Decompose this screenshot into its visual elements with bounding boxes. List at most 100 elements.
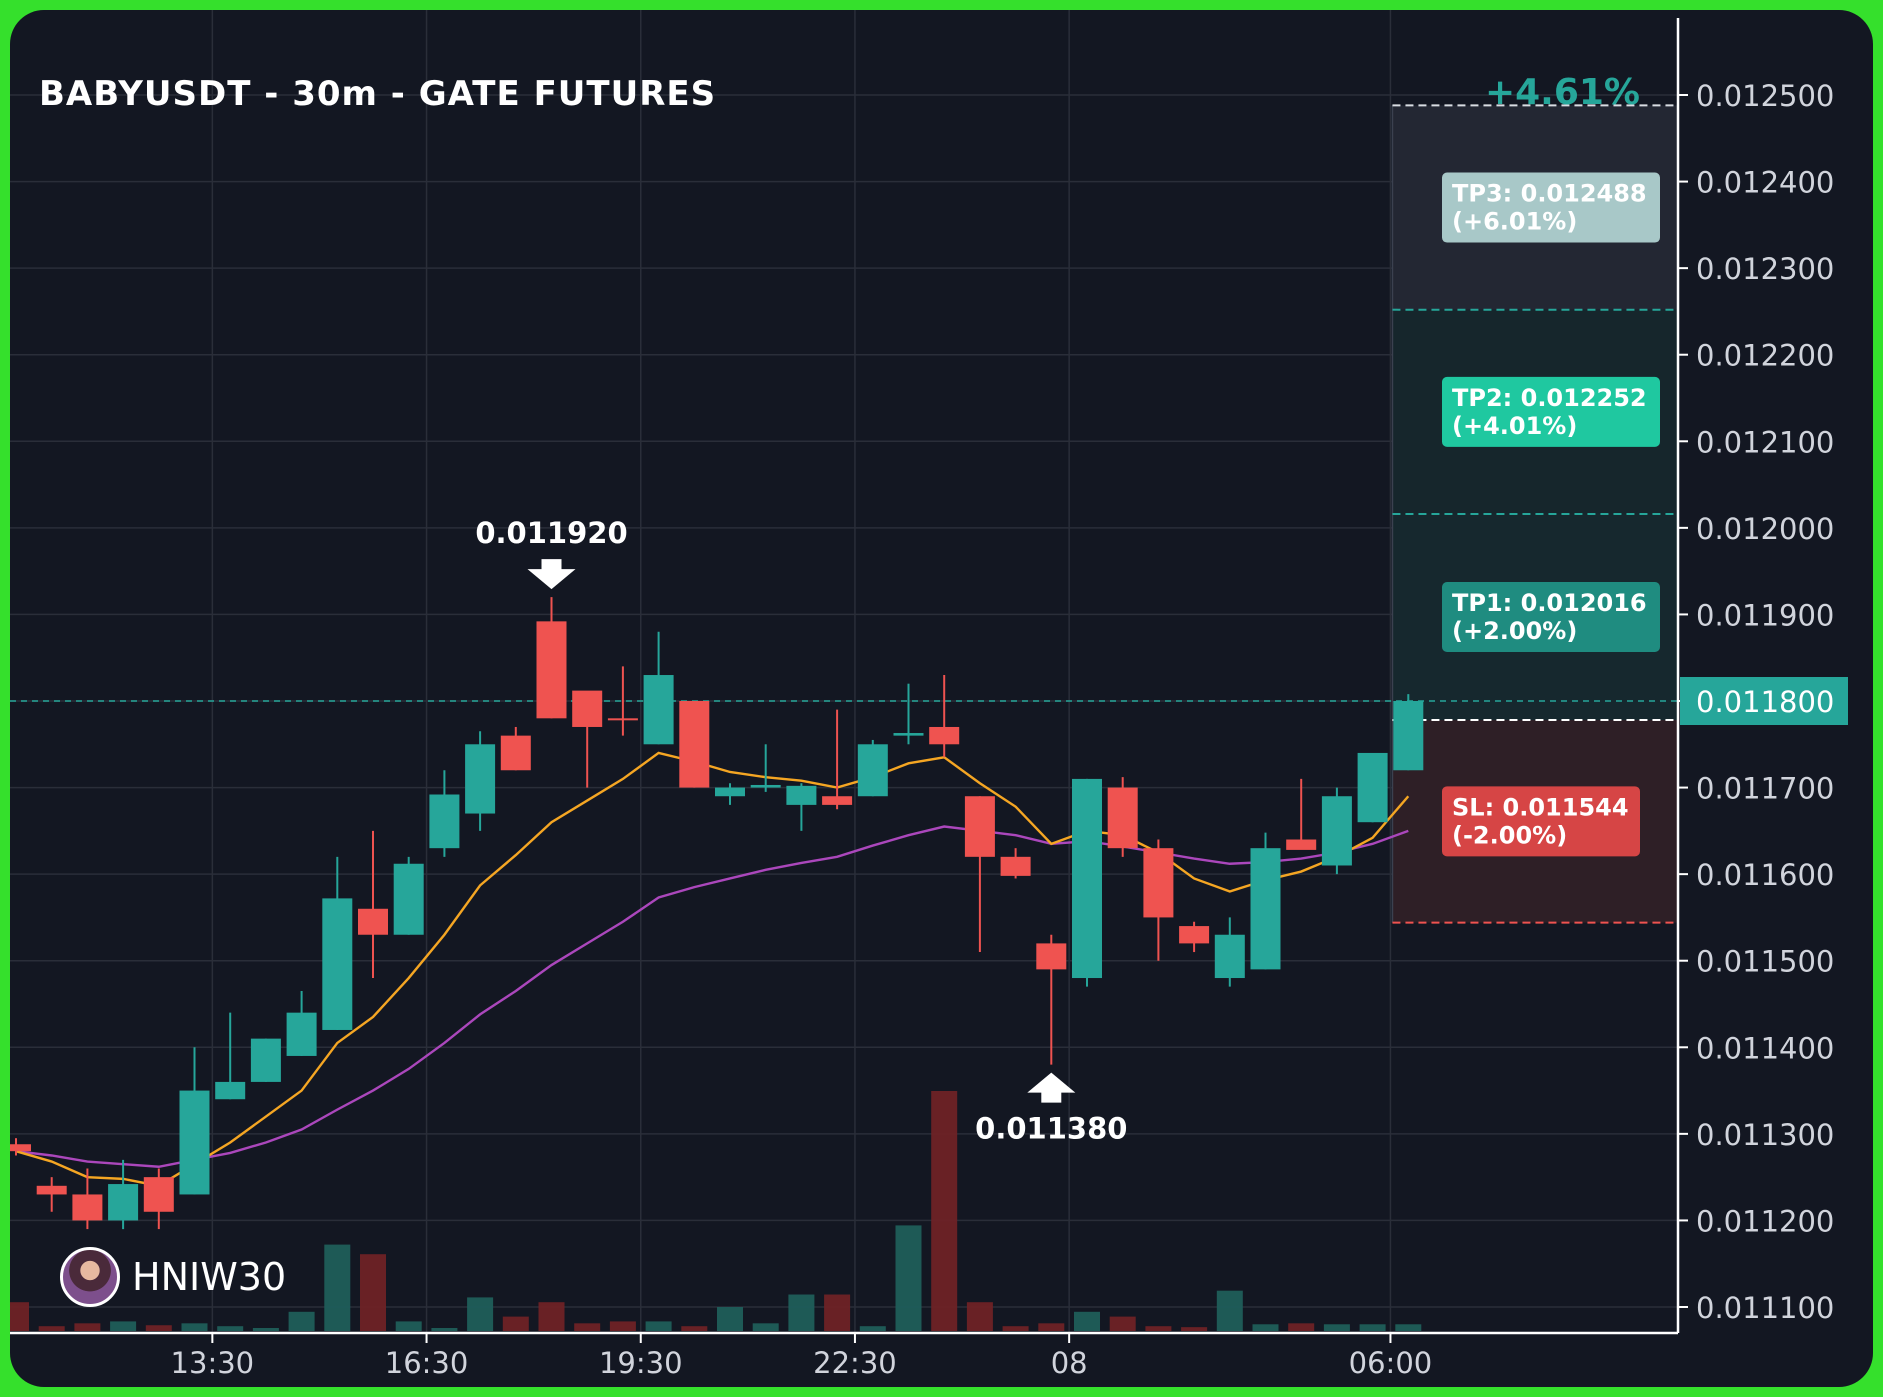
volume-bar [752,1323,779,1331]
candle-body [465,744,496,814]
candle [215,1012,246,1100]
candle [715,783,745,805]
candle-body [1000,856,1031,876]
volume-bar [574,1323,601,1331]
candle-body [286,1012,317,1056]
candle-body [143,1177,174,1212]
volume-bar [859,1326,886,1331]
candle [679,701,710,788]
tp1-label-bg [1442,582,1660,653]
tp3-label-box: TP3: 0.012488(+6.01%) [1442,172,1660,243]
candle-body [715,787,745,797]
candle-body [1393,701,1424,771]
x-tick-label: 19:30 [599,1346,683,1380]
tp2-label-text: TP2: 0.012252 [1452,384,1647,412]
candle [607,666,638,736]
volume-bar [824,1294,851,1331]
volume-bar [1395,1324,1422,1331]
candle-body [1250,848,1281,970]
y-tick-label: 0.012500 [1696,79,1834,113]
volume-bar [252,1328,279,1331]
username: HNIW30 [132,1255,287,1299]
candle-body [786,785,817,805]
candle [929,675,960,758]
tp3-label-bg [1442,172,1660,243]
candle [1000,848,1031,879]
volume-bar [1109,1316,1136,1331]
candle-body [215,1081,246,1100]
candle-body [108,1184,139,1221]
volume-bar [74,1323,101,1331]
candle-body [179,1090,210,1195]
x-tick-label: 16:30 [385,1346,469,1380]
sl-label-bg [1442,786,1640,857]
y-tick-label: 0.011400 [1696,1031,1834,1065]
candle-body [500,735,531,771]
candle [286,991,317,1056]
y-tick-label: 0.012100 [1696,425,1834,459]
candle [1321,787,1352,875]
candle [572,690,603,788]
y-tick-label: 0.012400 [1696,166,1834,200]
candle [964,796,995,953]
candle-body [572,690,603,727]
candle [893,683,924,745]
candle [322,856,353,1030]
y-tick-label: 0.011600 [1696,858,1834,892]
candle [1357,752,1388,823]
candle [1286,778,1317,850]
volume-bar [467,1297,494,1331]
volume-bar [324,1244,351,1331]
candle-body [429,794,460,849]
y-tick-label: 0.012300 [1696,252,1834,286]
volume-bar [1216,1290,1243,1331]
volume-bar [1323,1324,1350,1331]
candle-body [607,718,638,721]
candle-body [750,784,781,788]
volume-bar [1252,1324,1279,1331]
candle [1214,917,1245,987]
volume-bar [1181,1327,1208,1331]
candle-body [36,1185,67,1195]
y-tick-label: 0.011700 [1696,772,1834,806]
candle-body [1107,787,1138,849]
candle-body [964,796,995,857]
volume-bar [431,1328,458,1331]
volume-bar [1145,1326,1172,1331]
tp2-label-bg [1442,376,1660,447]
high-price-label: 0.011920 [475,516,627,550]
tp1-percent-text: (+2.00%) [1452,617,1577,645]
volume-bar [895,1225,922,1331]
volume-bar [360,1254,386,1331]
candle-body [536,621,567,719]
volume-bar [1038,1323,1065,1331]
volume-bar [645,1321,672,1331]
current-price-tag [1680,677,1848,725]
candle [143,1168,174,1230]
candle [1036,934,1067,1065]
y-tick-label: 0.012200 [1696,339,1834,373]
candle [1393,694,1424,771]
volume-bar [609,1321,636,1331]
candle-body [322,898,353,1030]
candle-body [857,744,888,797]
candle [1107,777,1138,857]
ema-slow-line [15,825,1409,1168]
volume-bar [1288,1323,1315,1331]
change-percent: +4.61% [1484,72,1640,113]
candle-body [893,733,924,736]
candle-body [1286,839,1317,850]
candle-body [1179,926,1210,944]
candle [822,709,853,810]
tp2-percent-text: (+4.01%) [1452,412,1577,440]
user-badge: HNIW30 [60,1247,286,1307]
candle [393,856,424,935]
candle [643,631,674,745]
avatar-icon [60,1247,120,1307]
volume-bar [502,1316,529,1331]
candle [250,1038,281,1082]
price-chart[interactable]: 0.011920 0.011380 TP3: 0.012488(+6.01%) TP2… [10,10,1873,1387]
x-tick-label: ıg [10,1346,11,1380]
y-tick-label: 0.011900 [1696,598,1834,632]
volume-bar [931,1091,958,1331]
